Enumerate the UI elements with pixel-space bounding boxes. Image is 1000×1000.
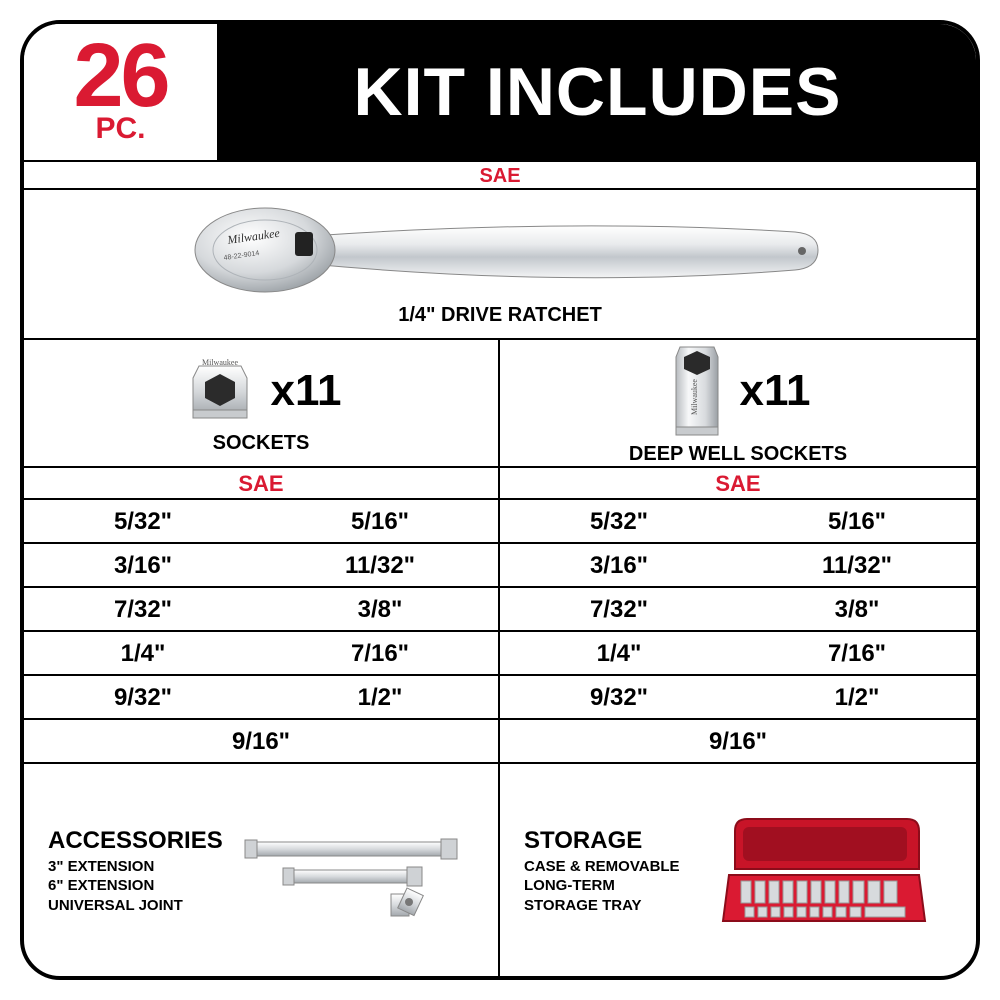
footer-accessories: ACCESSORIES 3" EXTENSION 6" EXTENSION UN… bbox=[24, 764, 500, 976]
accessories-line: 6" EXTENSION bbox=[48, 876, 223, 896]
ratchet-icon: Milwaukee 48-22-9014 bbox=[170, 202, 830, 300]
svg-text:Milwaukee: Milwaukee bbox=[690, 378, 699, 414]
size-cell: 3/16" bbox=[24, 544, 262, 586]
size-cell: 5/16" bbox=[262, 500, 500, 542]
deep-sockets-label: DEEP WELL SOCKETS bbox=[629, 443, 847, 466]
size-cell: 7/32" bbox=[24, 588, 262, 630]
case-icon bbox=[719, 811, 929, 931]
size-cell: 1/2" bbox=[262, 676, 500, 718]
size-cell: 3/16" bbox=[500, 544, 738, 586]
sizes-last-row: 9/16" 9/16" bbox=[24, 720, 976, 764]
socket-icon: Milwaukee bbox=[181, 352, 259, 430]
accessories-line: UNIVERSAL JOINT bbox=[48, 896, 223, 916]
size-row: 9/32"1/2"9/32"1/2" bbox=[24, 676, 976, 720]
size-last-left: 9/16" bbox=[24, 720, 500, 762]
svg-text:Milwaukee: Milwaukee bbox=[202, 358, 238, 367]
size-cell: 5/32" bbox=[24, 500, 262, 542]
size-row: 1/4"7/16"1/4"7/16" bbox=[24, 632, 976, 676]
deep-socket-icon: Milwaukee bbox=[666, 341, 728, 441]
storage-line: STORAGE TRAY bbox=[524, 896, 680, 916]
size-row: 7/32"3/8"7/32"3/8" bbox=[24, 588, 976, 632]
footer-storage: STORAGE CASE & REMOVABLE LONG-TERM STORA… bbox=[500, 764, 976, 976]
size-cell: 7/16" bbox=[738, 632, 976, 674]
size-last-right: 9/16" bbox=[500, 720, 976, 762]
sockets-row: Milwaukee x11 SOCKETS Milwaukee bbox=[24, 340, 976, 468]
size-cell: 5/32" bbox=[500, 500, 738, 542]
storage-title: STORAGE bbox=[524, 827, 680, 855]
sizes-header-left: SAE bbox=[24, 468, 500, 498]
size-cell: 11/32" bbox=[262, 544, 500, 586]
size-cell: 5/16" bbox=[738, 500, 976, 542]
piece-count-label: PC. bbox=[95, 112, 145, 146]
sizes-header: SAE SAE bbox=[24, 468, 976, 500]
size-cell: 7/16" bbox=[262, 632, 500, 674]
extensions-icon bbox=[241, 816, 471, 926]
sockets-right: Milwaukee x11 DEEP WELL SOCKETS bbox=[500, 340, 976, 466]
sae-bar: SAE bbox=[24, 162, 976, 190]
accessories-title: ACCESSORIES bbox=[48, 827, 223, 855]
size-cell: 9/32" bbox=[500, 676, 738, 718]
accessories-line: 3" EXTENSION bbox=[48, 857, 223, 877]
size-cell: 1/2" bbox=[738, 676, 976, 718]
sockets-count: x11 bbox=[271, 366, 342, 416]
sizes-table: 5/32"5/16"5/32"5/16"3/16"11/32"3/16"11/3… bbox=[24, 500, 976, 720]
footer: ACCESSORIES 3" EXTENSION 6" EXTENSION UN… bbox=[24, 764, 976, 976]
deep-sockets-count: x11 bbox=[740, 366, 811, 416]
size-cell: 11/32" bbox=[738, 544, 976, 586]
ratchet-label: 1/4" DRIVE RATCHET bbox=[398, 304, 602, 327]
ratchet-row: Milwaukee 48-22-9014 1/4" DRIVE RATCHET bbox=[24, 190, 976, 340]
piece-count-number: 26 bbox=[73, 38, 167, 115]
size-row: 5/32"5/16"5/32"5/16" bbox=[24, 500, 976, 544]
piece-count-box: 26 PC. bbox=[24, 24, 219, 160]
sizes-header-right: SAE bbox=[500, 468, 976, 498]
size-cell: 7/32" bbox=[500, 588, 738, 630]
size-cell: 3/8" bbox=[738, 588, 976, 630]
kit-title: KIT INCLUDES bbox=[219, 24, 976, 160]
size-row: 3/16"11/32"3/16"11/32" bbox=[24, 544, 976, 588]
kit-card: 26 PC. KIT INCLUDES SAE bbox=[20, 20, 980, 980]
size-cell: 3/8" bbox=[262, 588, 500, 630]
header: 26 PC. KIT INCLUDES bbox=[24, 24, 976, 162]
size-cell: 1/4" bbox=[500, 632, 738, 674]
sockets-label: SOCKETS bbox=[213, 432, 310, 455]
size-cell: 1/4" bbox=[24, 632, 262, 674]
storage-line: CASE & REMOVABLE bbox=[524, 857, 680, 877]
storage-line: LONG-TERM bbox=[524, 876, 680, 896]
sockets-left: Milwaukee x11 SOCKETS bbox=[24, 340, 500, 466]
size-cell: 9/32" bbox=[24, 676, 262, 718]
